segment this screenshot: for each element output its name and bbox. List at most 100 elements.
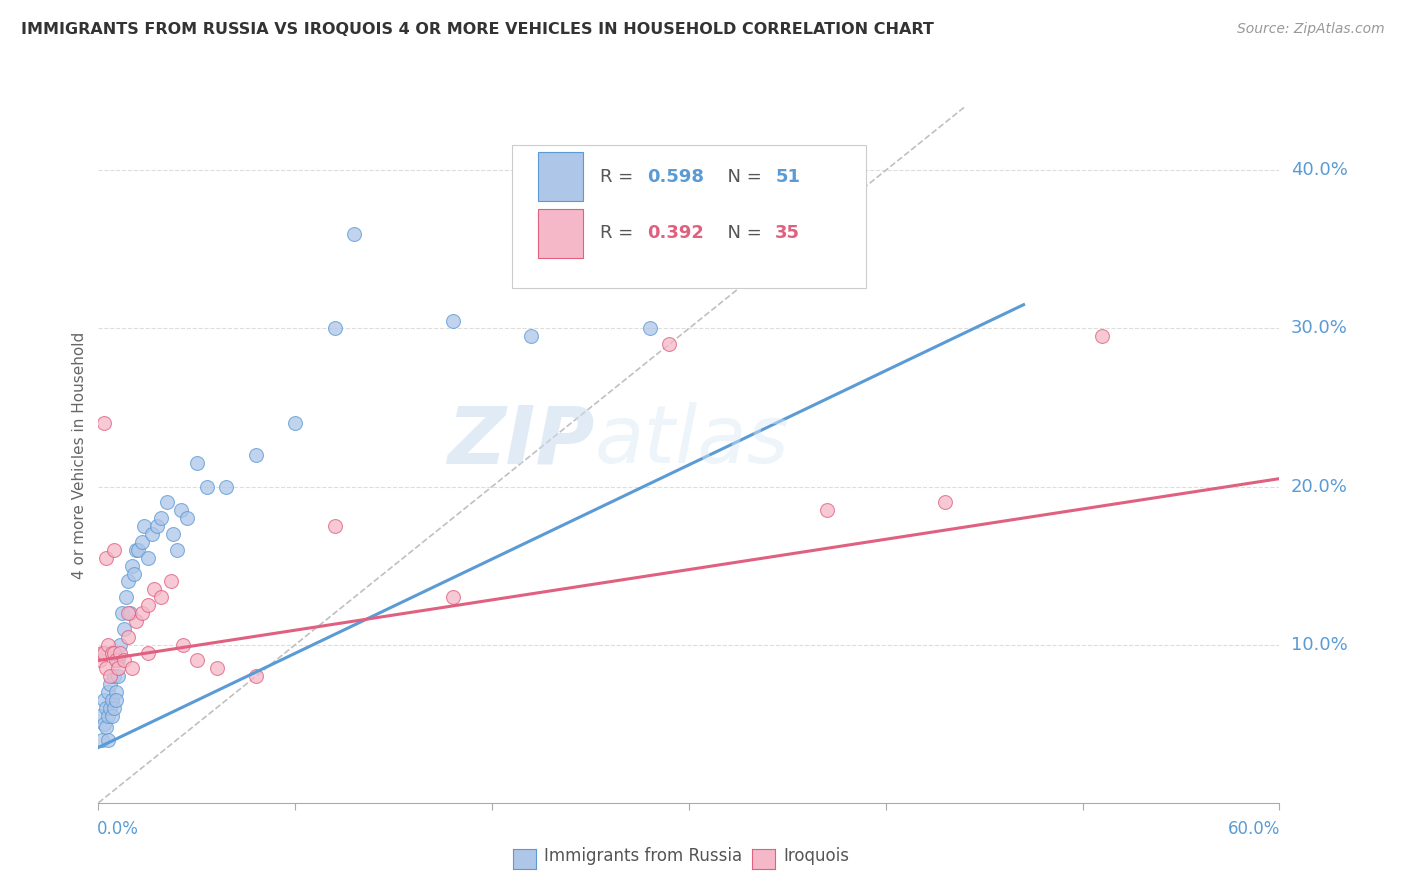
Point	[98, 701, 121, 715]
Point	[96, 661, 118, 675]
Text: 40.0%: 40.0%	[1291, 161, 1347, 179]
Point	[131, 606, 153, 620]
Text: 10.0%: 10.0%	[1291, 636, 1347, 654]
Point	[658, 337, 681, 351]
Text: 0.598: 0.598	[648, 168, 704, 186]
Point	[150, 511, 173, 525]
Point	[441, 591, 464, 605]
Point	[160, 574, 183, 589]
Text: 30.0%: 30.0%	[1291, 319, 1347, 337]
Point	[125, 614, 148, 628]
Point	[101, 693, 124, 707]
Point	[136, 550, 159, 565]
Point	[205, 661, 228, 675]
Point	[136, 598, 159, 612]
Text: 20.0%: 20.0%	[1291, 477, 1347, 496]
Text: Immigrants from Russia: Immigrants from Russia	[544, 847, 742, 865]
Point	[132, 519, 155, 533]
FancyBboxPatch shape	[512, 145, 866, 288]
Point	[97, 638, 120, 652]
Point	[638, 321, 661, 335]
FancyBboxPatch shape	[537, 153, 582, 202]
Point	[117, 606, 139, 620]
Text: Source: ZipAtlas.com: Source: ZipAtlas.com	[1237, 22, 1385, 37]
Point	[186, 456, 208, 470]
Point	[91, 646, 114, 660]
Point	[103, 669, 125, 683]
Point	[111, 606, 134, 620]
Point	[93, 716, 115, 731]
Point	[96, 550, 118, 565]
Text: N =: N =	[716, 168, 768, 186]
Point	[142, 582, 165, 597]
Point	[150, 591, 173, 605]
Point	[131, 534, 153, 549]
Point	[245, 448, 267, 462]
Point	[97, 732, 120, 747]
Text: 0.392: 0.392	[648, 225, 704, 243]
Text: atlas: atlas	[595, 402, 789, 480]
Point	[122, 566, 145, 581]
Point	[112, 653, 135, 667]
Y-axis label: 4 or more Vehicles in Household: 4 or more Vehicles in Household	[72, 331, 87, 579]
Point	[101, 646, 124, 660]
Point	[105, 685, 128, 699]
Point	[121, 661, 143, 675]
Point	[93, 417, 115, 431]
Point	[934, 495, 956, 509]
Point	[107, 653, 129, 667]
Point	[118, 606, 141, 620]
Point	[176, 511, 198, 525]
Point	[284, 417, 307, 431]
Point	[815, 503, 838, 517]
Point	[215, 479, 238, 493]
Point	[103, 542, 125, 557]
Point	[127, 542, 149, 557]
Point	[117, 630, 139, 644]
Point	[156, 495, 179, 509]
Point	[343, 227, 366, 241]
Text: R =: R =	[600, 225, 640, 243]
Point	[1091, 329, 1114, 343]
Text: ZIP: ZIP	[447, 402, 595, 480]
Point	[89, 653, 111, 667]
Point	[125, 542, 148, 557]
Point	[89, 708, 111, 723]
Point	[108, 646, 131, 660]
Point	[186, 653, 208, 667]
Point	[835, 243, 858, 257]
Point	[166, 542, 188, 557]
Text: IMMIGRANTS FROM RUSSIA VS IROQUOIS 4 OR MORE VEHICLES IN HOUSEHOLD CORRELATION C: IMMIGRANTS FROM RUSSIA VS IROQUOIS 4 OR …	[21, 22, 934, 37]
Point	[115, 591, 138, 605]
Point	[441, 313, 464, 327]
Point	[146, 519, 169, 533]
Text: N =: N =	[716, 225, 768, 243]
Point	[91, 732, 114, 747]
Point	[103, 646, 125, 660]
Point	[520, 329, 543, 343]
Text: 60.0%: 60.0%	[1229, 821, 1281, 838]
Point	[105, 653, 128, 667]
Point	[112, 622, 135, 636]
Point	[96, 701, 118, 715]
Point	[170, 503, 193, 517]
Point	[98, 677, 121, 691]
Point	[121, 558, 143, 573]
Point	[108, 638, 131, 652]
Point	[96, 720, 118, 734]
Point	[105, 693, 128, 707]
Text: R =: R =	[600, 168, 640, 186]
Point	[245, 669, 267, 683]
Point	[172, 638, 194, 652]
Point	[101, 708, 124, 723]
Text: 51: 51	[775, 168, 800, 186]
Point	[323, 321, 346, 335]
Point	[97, 685, 120, 699]
Point	[107, 669, 129, 683]
Point	[97, 708, 120, 723]
Point	[162, 527, 184, 541]
Point	[103, 701, 125, 715]
Point	[141, 527, 163, 541]
Point	[93, 693, 115, 707]
FancyBboxPatch shape	[537, 209, 582, 258]
